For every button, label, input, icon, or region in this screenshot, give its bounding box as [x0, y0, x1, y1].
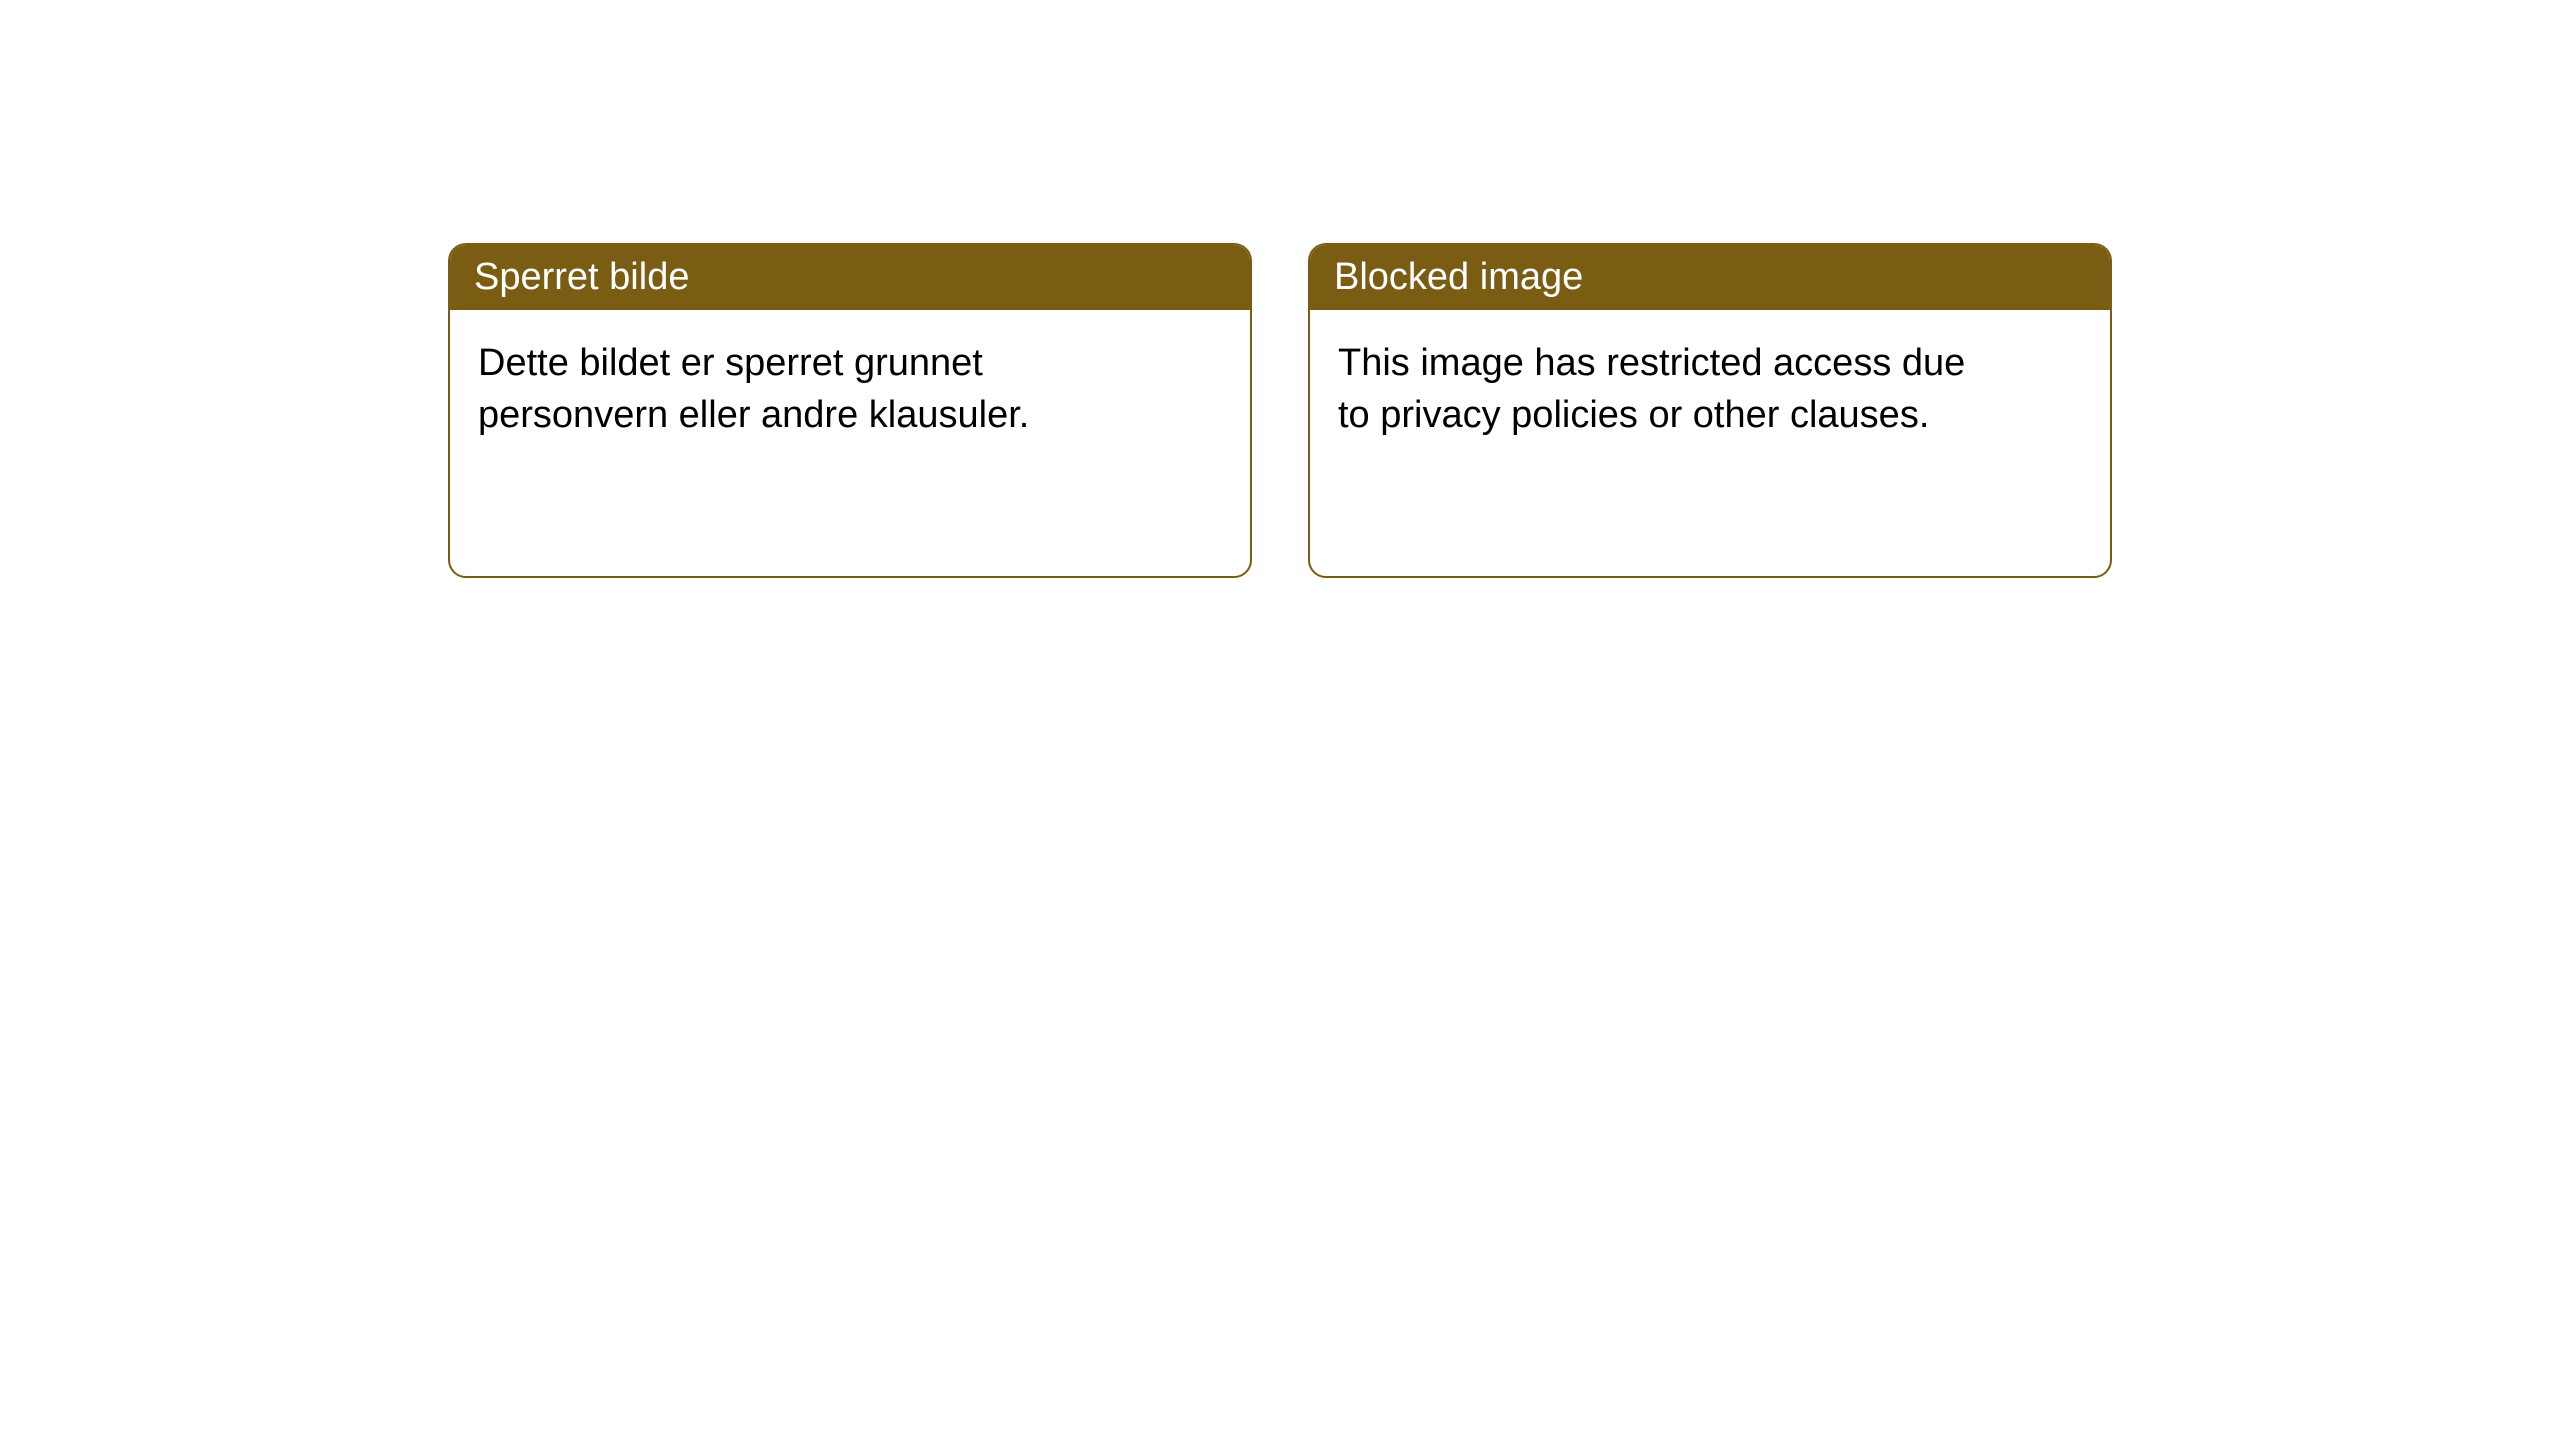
notice-card-english: Blocked image This image has restricted …	[1308, 243, 2112, 578]
notice-body-english: This image has restricted access due to …	[1310, 310, 2010, 469]
notice-title-norwegian: Sperret bilde	[450, 245, 1250, 310]
notice-container: Sperret bilde Dette bildet er sperret gr…	[0, 0, 2560, 578]
notice-title-english: Blocked image	[1310, 245, 2110, 310]
notice-body-norwegian: Dette bildet er sperret grunnet personve…	[450, 310, 1150, 469]
notice-card-norwegian: Sperret bilde Dette bildet er sperret gr…	[448, 243, 1252, 578]
